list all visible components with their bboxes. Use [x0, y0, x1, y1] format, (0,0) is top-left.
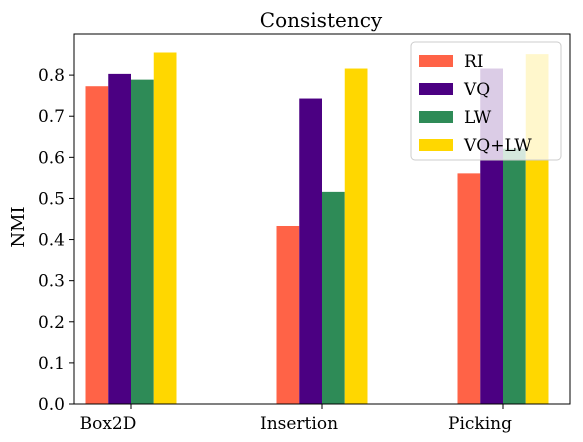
bar-vq-lw-insertion	[344, 68, 368, 404]
bar-ri-insertion	[276, 225, 300, 404]
y-tick-label: 0.7	[38, 107, 65, 127]
chart-title: Consistency	[260, 8, 383, 32]
legend-label-vq: VQ	[463, 80, 490, 100]
axes-layer: 0.0 0.1 0.2 0.3 0.4 0.5 0.6 0.7 0.8 Box2D Insertio…	[38, 33, 571, 434]
y-tick-label: 0.5	[38, 189, 65, 209]
bar-vq-insertion	[299, 98, 322, 404]
x-tick-label-box2d: Box2D	[80, 414, 137, 434]
y-axis-label: NMI	[8, 206, 29, 247]
bar-vq-lw-box2d	[153, 52, 177, 404]
legend-swatch-vq-lw	[419, 139, 453, 151]
legend-label-lw: LW	[464, 108, 492, 128]
legend: RI VQ LW VQ+LW	[410, 41, 562, 161]
y-tick-label: 0.3	[38, 272, 65, 292]
legend-box	[410, 41, 562, 161]
y-tick-label: 0.6	[38, 148, 65, 168]
legend-label-vq-lw: VQ+LW	[463, 136, 532, 156]
bar-ri-picking	[457, 173, 481, 404]
x-tick-label-insertion: Insertion	[260, 414, 338, 434]
y-tick-label: 0.1	[38, 354, 65, 374]
bar-vq-box2d	[108, 73, 131, 404]
bar-ri-box2d	[85, 86, 109, 405]
legend-swatch-lw	[419, 111, 453, 123]
bar-lw-picking	[503, 148, 526, 404]
bar-lw-box2d	[131, 79, 154, 404]
legend-label-ri: RI	[464, 52, 484, 72]
bar-lw-insertion	[322, 191, 345, 404]
legend-swatch-vq	[419, 83, 453, 95]
x-tick-label-picking: Picking	[448, 414, 512, 434]
bars-layer	[85, 52, 549, 405]
y-tick-label: 0.2	[38, 313, 65, 333]
legend-swatch-ri	[419, 55, 453, 67]
y-tick-label: 0.0	[38, 395, 65, 415]
y-tick-label: 0.4	[38, 231, 65, 251]
y-tick-label: 0.8	[38, 66, 65, 86]
